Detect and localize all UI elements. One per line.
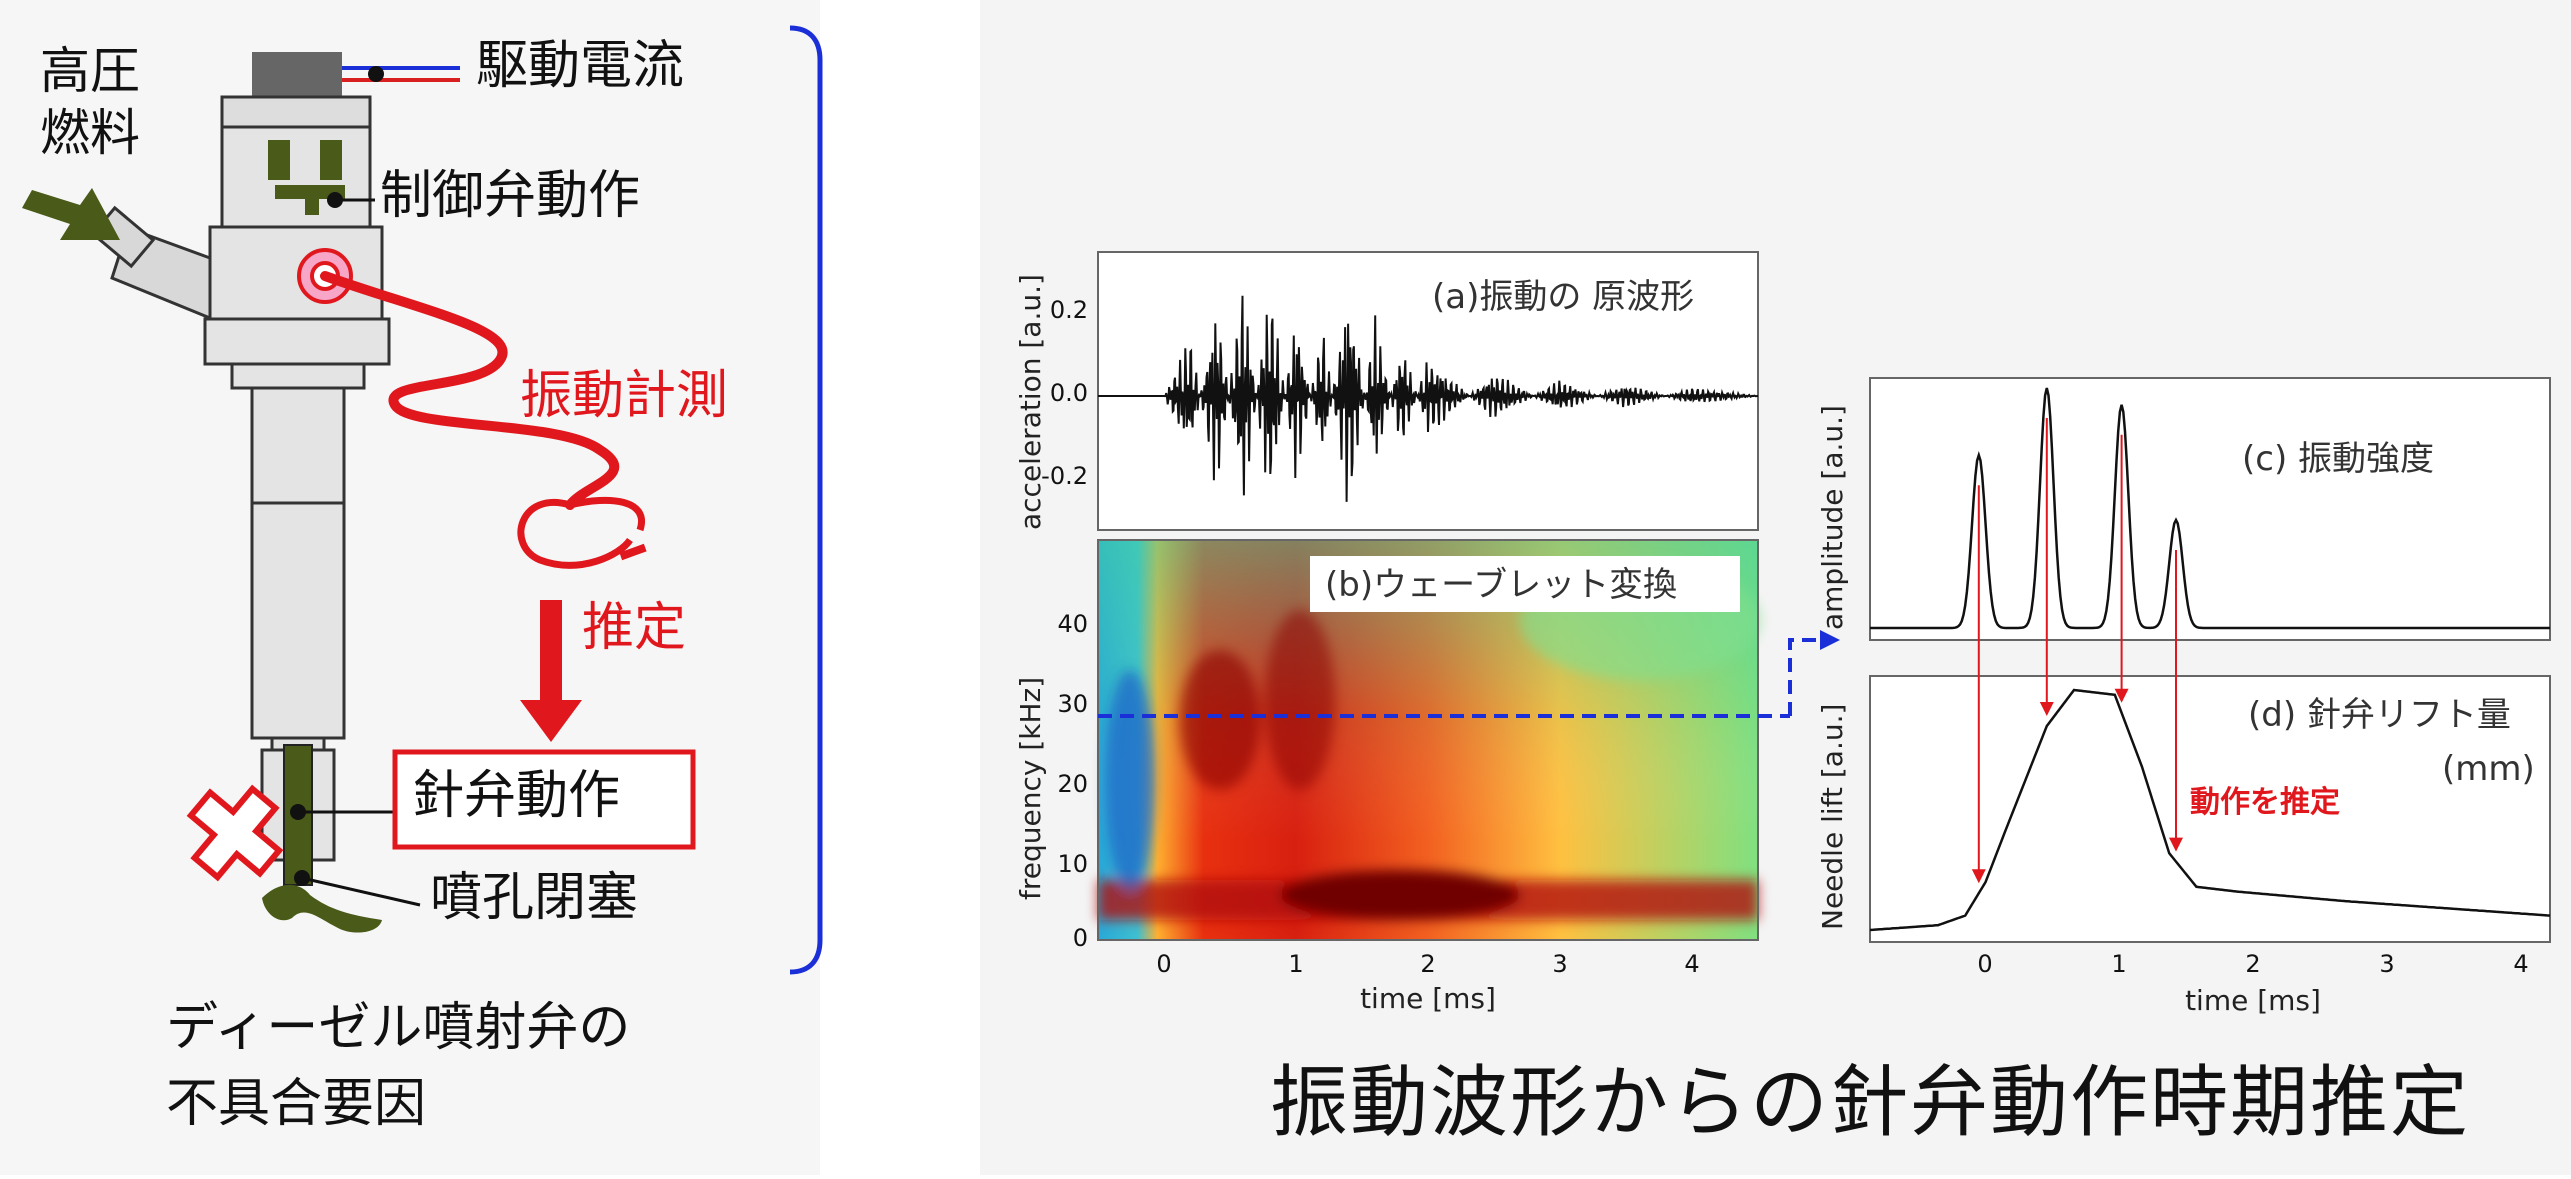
panel-d-ylabel: Needle lift [a.u.] <box>1816 704 1849 930</box>
vibration-cable <box>320 271 620 510</box>
estimation-arrow-head <box>1971 869 1986 884</box>
frequency-marker-arrowhead <box>1820 630 1840 650</box>
connector <box>252 52 342 97</box>
estimate-arrow-shaft <box>540 600 562 710</box>
control-valve-label: 制御弁動作 <box>380 166 641 226</box>
analysis-charts: 0.2 0.0 -0.2 (a)振動の 原波形 acceleration [a.… <box>1014 251 2551 1017</box>
needle-action-box <box>392 749 696 850</box>
panel-a-ylabel: acceleration [a.u.] <box>1014 274 1047 530</box>
b-ytick-10: 10 <box>1057 850 1088 878</box>
estimate-label: 推定 <box>582 598 687 658</box>
stethoscope-ear <box>619 543 647 561</box>
panel-b-label: (b)ウェーブレット変換 <box>1325 565 1677 605</box>
b-ytick-40: 40 <box>1057 610 1088 638</box>
injector-panel: 高圧 燃料 駆動電流 制御弁動作 振動計測 推定 針弁動作 噴孔閉塞 ディーゼル… <box>0 0 820 1175</box>
d-xtick-0: 0 <box>1977 950 1992 978</box>
panel-a-label: (a)振動の 原波形 <box>1432 277 1694 317</box>
b-xtick-3: 3 <box>1552 950 1567 978</box>
deposit-icon <box>262 884 382 933</box>
panel-d-lift-curve <box>1869 688 2551 932</box>
d-xtick-1: 1 <box>2111 950 2126 978</box>
deposit-leader <box>301 876 421 907</box>
upper-body <box>250 386 346 505</box>
panel-a-label-bg <box>1422 270 1750 320</box>
panel-d-annotation: 動作を推定 <box>2190 785 2340 820</box>
wire-dot <box>368 66 384 82</box>
estimation-arrow-head <box>2114 688 2129 703</box>
d-xtick-4: 4 <box>2513 950 2528 978</box>
a-ytick-1: 0.0 <box>1050 379 1088 407</box>
panel-d-xlabel: time [ms] <box>2185 984 2321 1017</box>
b-xtick-4: 4 <box>1684 950 1699 978</box>
head-body <box>220 125 372 229</box>
flange <box>203 317 391 366</box>
b-xtick-1: 1 <box>1288 950 1303 978</box>
b-ytick-30: 30 <box>1057 690 1088 718</box>
d-xtick-2: 2 <box>2245 950 2260 978</box>
estimation-arrows <box>1971 418 2183 884</box>
panel-c-label: (c) 振動強度 <box>2242 439 2434 479</box>
blue-bracket <box>789 25 823 975</box>
frequency-marker-link <box>1788 638 1820 716</box>
head-cap <box>220 95 372 129</box>
panel-b-label-bg <box>1310 556 1740 612</box>
fuel-label: 高圧 燃料 <box>40 42 140 162</box>
b-xtick-0: 0 <box>1156 950 1171 978</box>
needle-action-label: 針弁動作 <box>412 766 621 826</box>
solenoid-left <box>268 140 290 180</box>
bottom-title: 振動波形からの針弁動作時期推定 <box>1270 1058 2471 1148</box>
vibration-measure-label: 振動計測 <box>520 366 729 426</box>
panel-d-frame <box>1869 675 2551 943</box>
panel-d-label: (d) 針弁リフト量 <box>2248 695 2511 735</box>
stethoscope-loop <box>517 499 633 569</box>
panel-a-waveform <box>1098 295 1758 502</box>
b-ytick-20: 20 <box>1057 770 1088 798</box>
estimation-arrow-head <box>2169 837 2183 852</box>
panel-b-xlabel: time [ms] <box>1360 982 1496 1015</box>
mid-body <box>208 225 384 321</box>
panel-c-ylabel: amplitude [a.u.] <box>1816 405 1849 630</box>
lower-body <box>250 501 346 740</box>
d-xtick-3: 3 <box>2379 950 2394 978</box>
panel-c-envelope <box>1870 387 2550 630</box>
a-ytick-2: -0.2 <box>1041 462 1088 490</box>
panel-c-frame <box>1869 377 2551 641</box>
b-ytick-0: 0 <box>1073 924 1088 952</box>
drive-current-label: 駆動電流 <box>476 36 685 96</box>
solenoid-right <box>320 140 342 180</box>
injector-diagram <box>22 52 696 933</box>
estimation-arrow-head <box>2039 702 2054 716</box>
caption-line-2: 不具合要因 <box>166 1074 427 1134</box>
panel-d-unit: (mm) <box>2442 749 2535 789</box>
caption-line-1: ディーゼル噴射弁の <box>166 998 631 1058</box>
fuel-arrow <box>22 188 120 240</box>
nozzle-block-label: 噴孔閉塞 <box>430 868 639 928</box>
panel-b-ylabel: frequency [kHz] <box>1014 677 1047 900</box>
estimate-arrow-head <box>520 700 582 742</box>
stethoscope-branch <box>569 496 646 532</box>
a-ytick-0: 0.2 <box>1050 296 1088 324</box>
left-caption: ディーゼル噴射弁の 不具合要因 <box>166 990 630 1142</box>
valve-stem <box>305 185 319 215</box>
collar <box>230 362 366 390</box>
b-xtick-2: 2 <box>1420 950 1435 978</box>
fault-cross-icon <box>186 784 284 882</box>
